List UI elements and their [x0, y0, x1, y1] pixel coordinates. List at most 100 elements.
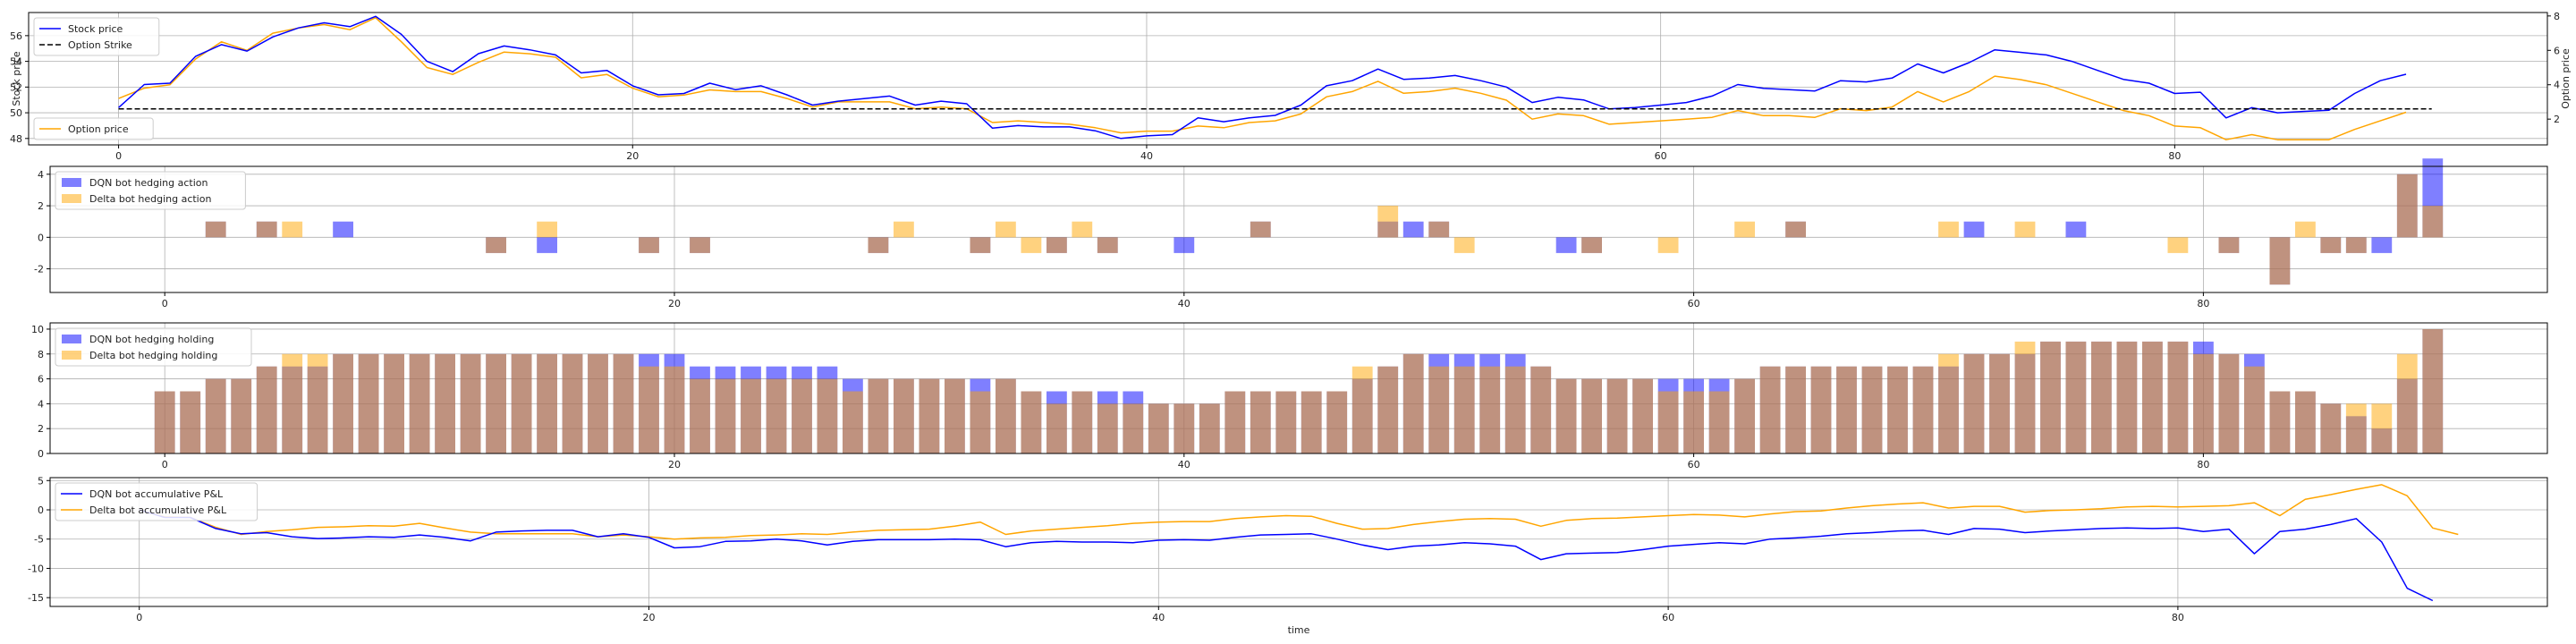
p4-xtick-label-60: 60	[1662, 612, 1674, 623]
p4-xtick-label-40: 40	[1152, 612, 1165, 623]
p3-bar-s1-81	[2218, 353, 2240, 453]
p2-bar-s0-87	[2371, 237, 2393, 253]
p3-bar-s1-67	[1861, 366, 1883, 453]
p3-bar-s1-46	[1326, 391, 1348, 453]
p2-bar-s1-29	[894, 221, 914, 238]
p3-bar-s1-36	[1072, 391, 1093, 453]
p2-bar-s1-50	[1428, 221, 1450, 238]
p4-legend-label-1: Delta bot accumulative P&L	[89, 504, 227, 516]
p3-bar-s1-48	[1377, 366, 1399, 453]
p3-frame	[49, 322, 2548, 454]
p3-bar-s1-65	[1810, 366, 1832, 453]
p3-bar-s1-12	[460, 353, 481, 453]
p1-ylabel: Stock price	[11, 51, 22, 106]
p3-bar-s1-37	[1097, 403, 1118, 453]
p3-bar-s1-9	[384, 353, 404, 453]
p3-bar-s1-27	[843, 391, 863, 453]
p2-bar-s1-70	[1938, 221, 1959, 238]
p2-bar-s1-28	[868, 237, 889, 253]
p3-ytick-label-0: 0	[38, 448, 44, 460]
p3-bar-s1-82	[2244, 366, 2265, 453]
p3-bar-s1-89	[2422, 329, 2444, 453]
p2-bar-s1-84	[2295, 221, 2316, 238]
p3-bar-s1-66	[1836, 366, 1857, 453]
p3-bar-s1-19	[639, 366, 659, 453]
p3-bar-s1-13	[486, 353, 506, 453]
p1-ytick-label-50: 50	[10, 107, 22, 119]
p2-ytick-label-4: 4	[38, 169, 44, 181]
p3-bar-s1-51	[1453, 366, 1475, 453]
p3-bar-s1-78	[2142, 341, 2163, 453]
p4-ytick-label-5: 5	[38, 475, 44, 487]
p1-ytick-label-56: 56	[10, 30, 22, 42]
p2-bar-s0-49	[1402, 221, 1424, 238]
p3-legend-swatch-1	[62, 351, 81, 360]
option-price-line	[118, 17, 2407, 140]
p2-bar-s1-89	[2422, 206, 2444, 238]
p2-xtick-label-60: 60	[1688, 298, 1700, 309]
p2-bar-s1-59	[1657, 237, 1679, 253]
p3-bar-s1-43	[1250, 391, 1271, 453]
p3-bar-s1-1	[180, 391, 201, 453]
p3-bar-s1-84	[2295, 391, 2316, 453]
p2-legend-swatch-0	[62, 178, 81, 187]
p3-bar-s1-17	[588, 353, 608, 453]
p3-bar-s1-50	[1428, 366, 1450, 453]
p4-legend-label-0: DQN bot accumulative P&L	[89, 488, 224, 500]
p3-bar-s1-30	[919, 378, 940, 453]
p3-bar-s1-83	[2269, 391, 2291, 453]
p4-xtick-label-0: 0	[136, 612, 142, 623]
p2-legend-swatch-1	[62, 194, 81, 203]
p3-bar-s1-11	[435, 353, 455, 453]
p1-y2tick-label-6: 6	[2554, 45, 2560, 56]
p2-bar-s1-51	[1453, 237, 1475, 253]
p1b-legend-label-0: Option price	[68, 123, 129, 135]
p3-bar-s1-55	[1555, 378, 1577, 453]
p1-xtick-label-0: 0	[115, 150, 122, 162]
p2-bar-s1-19	[639, 237, 659, 253]
p4-xlabel: time	[1288, 624, 1310, 636]
p2-bar-s1-73	[2014, 221, 2036, 238]
p3-bar-s1-4	[256, 366, 277, 453]
p1-xtick-label-60: 60	[1655, 150, 1667, 162]
p3-bar-s1-6	[307, 353, 328, 453]
p2-bar-s1-13	[486, 237, 506, 253]
p2-bar-s1-88	[2396, 174, 2418, 238]
p2-xtick-label-40: 40	[1178, 298, 1191, 309]
p3-bar-s1-56	[1581, 378, 1602, 453]
p3-ytick-label-8: 8	[38, 349, 44, 360]
p2-ytick-label-2: 2	[38, 200, 44, 212]
p2-bar-s1-56	[1581, 237, 1602, 253]
p1-y2tick-label-4: 4	[2554, 80, 2560, 91]
p3-xtick-label-20: 20	[668, 459, 681, 470]
p3-bar-s1-40	[1174, 403, 1195, 453]
p3-bar-s1-76	[2091, 341, 2112, 453]
p2-ytick-label--2: -2	[34, 264, 44, 275]
p3-bar-s1-41	[1199, 403, 1220, 453]
p2-bar-s1-4	[256, 221, 277, 238]
p2-bar-s1-21	[690, 237, 710, 253]
p2-bar-s1-33	[996, 221, 1016, 238]
p1-ytick-label-48: 48	[10, 133, 22, 145]
p2-bar-s1-43	[1250, 221, 1271, 238]
p3-bar-s1-60	[1683, 391, 1704, 453]
dqn-pnl-line	[139, 509, 2434, 602]
p3-bar-s1-10	[409, 353, 430, 453]
p3-bar-s1-28	[868, 378, 889, 453]
p3-bar-s1-31	[945, 378, 965, 453]
p3-bar-s1-35	[1046, 403, 1067, 453]
p3-bar-s1-7	[333, 353, 353, 453]
p2-bar-s1-79	[2167, 237, 2189, 253]
p3-bar-s1-88	[2396, 353, 2418, 453]
p3-bar-s1-29	[894, 378, 914, 453]
p4-frame	[49, 477, 2548, 607]
p3-xtick-label-0: 0	[162, 459, 168, 470]
p1-legend-label-1: Option Strike	[68, 39, 132, 51]
p3-bar-s1-74	[2040, 341, 2061, 453]
p3-bar-s1-47	[1352, 366, 1373, 453]
p3-bar-s1-61	[1708, 391, 1730, 453]
p4-xtick-label-20: 20	[643, 612, 656, 623]
p2-bar-s1-32	[970, 237, 991, 253]
p3-ytick-label-2: 2	[38, 423, 44, 435]
